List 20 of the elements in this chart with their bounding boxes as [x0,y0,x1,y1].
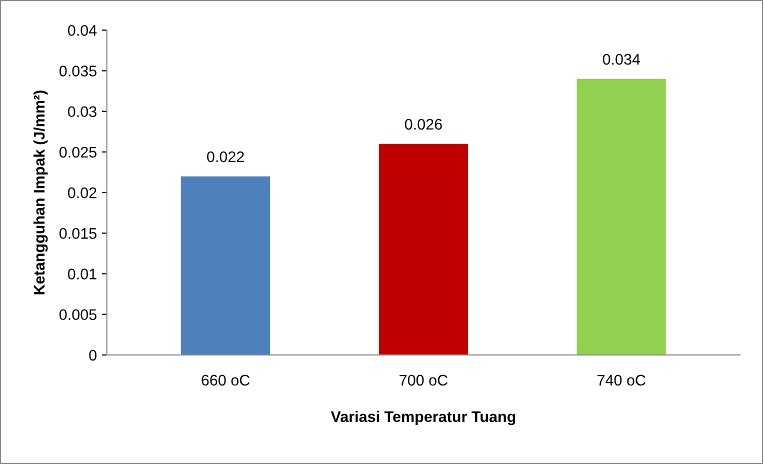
x-tick-label: 740 oC [598,374,646,386]
data-label: 0.026 [404,118,442,130]
data-label: 0.034 [602,54,640,65]
y-axis-title: Ketangguhan Impak (J/mm²) [33,90,48,294]
bar [378,144,468,355]
y-tick-label: 0.03 [68,106,96,118]
x-tick-label: 660 oC [202,374,250,386]
x-axis-title: Variasi Temperatur Tuang [330,410,516,426]
y-tick-label: 0.005 [59,309,96,320]
data-label: 0.022 [207,151,244,162]
y-tick-label: 0.04 [68,25,97,36]
x-tick-label: 700 oC [400,374,448,386]
y-tick-label: 0.01 [68,268,96,280]
y-tick-label: 0.025 [59,146,96,158]
y-tick-label: 0.015 [59,228,96,239]
bar [181,176,270,355]
y-tick-label: 0.035 [59,66,96,76]
y-tick-label: 0 [89,350,96,361]
y-tick-label: 0.02 [68,187,96,198]
bar [576,78,666,355]
